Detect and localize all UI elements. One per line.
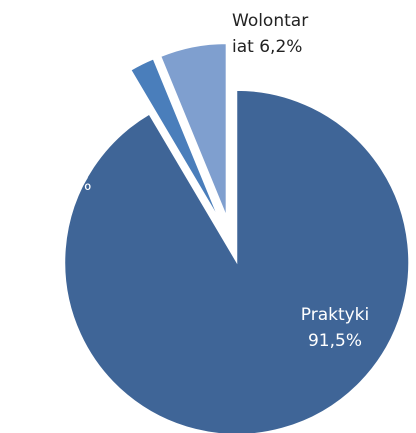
value-label: 2,3% xyxy=(48,175,92,195)
pie-slice xyxy=(130,58,220,219)
category-label: Staże xyxy=(46,149,94,169)
category-label: Praktyki xyxy=(300,305,370,325)
pie-slice xyxy=(64,89,410,433)
slice-label: Wolontariat 6,2% xyxy=(232,8,310,60)
category-label: Wolontariat xyxy=(232,11,309,57)
slice-label: Praktyki 91,5% xyxy=(290,302,380,354)
value-label: 6,2% xyxy=(259,37,303,57)
slice-label: Staże 2,3% xyxy=(30,146,110,198)
value-label: 91,5% xyxy=(307,331,362,351)
pie-slice xyxy=(160,43,227,216)
